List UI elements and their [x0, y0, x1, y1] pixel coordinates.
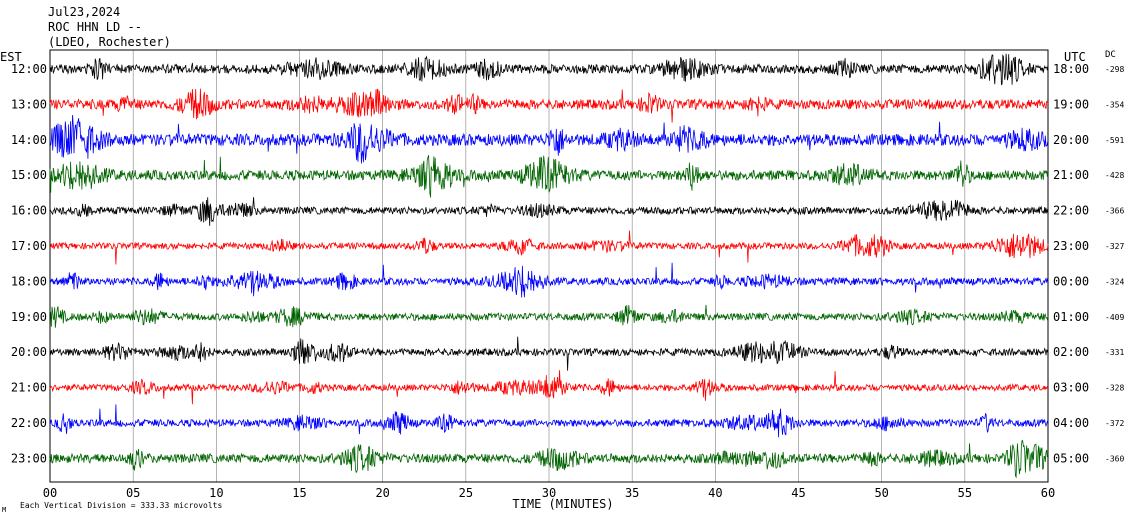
x-tick-label: 45: [791, 486, 805, 500]
x-tick-label: 40: [708, 486, 722, 500]
dc-offset-label: -298: [1105, 65, 1124, 74]
trace-line: [49, 155, 1049, 198]
right-time-label: 22:00: [1053, 204, 1089, 218]
grid-lines: [132, 50, 966, 482]
left-time-label: 18:00: [11, 274, 47, 288]
left-time-label: 14:00: [11, 133, 47, 147]
header-network: (LDEO, Rochester): [48, 35, 171, 49]
header-date: Jul23,2024: [48, 5, 120, 19]
trace-line: [49, 304, 1049, 328]
trace-line: [49, 197, 1049, 226]
dc-offset-label: -354: [1105, 100, 1124, 109]
left-time-label: 21:00: [11, 381, 47, 395]
scale-footnote: Each Vertical Division = 333.33 microvol…: [20, 501, 222, 510]
trace-line: [49, 114, 1049, 164]
right-time-label: 21:00: [1053, 168, 1089, 182]
trace-line: [49, 88, 1049, 123]
left-time-label: 16:00: [11, 204, 47, 218]
dc-column-label: DC: [1105, 50, 1116, 60]
trace-line: [49, 262, 1049, 298]
right-time-label: 05:00: [1053, 451, 1089, 465]
trace-group: [49, 53, 1049, 479]
x-tick-label: 50: [874, 486, 888, 500]
right-time-label: 19:00: [1053, 97, 1089, 111]
dc-offset-label: -591: [1105, 136, 1124, 145]
dc-offset-labels: -298 -354 -591 -428 -366 -327 -324 -409 -331 -328…: [1105, 65, 1124, 463]
right-time-labels: 18:00 19:00 20:00 21:00 22:00 23:00 00:00 01:00…: [1053, 62, 1089, 465]
left-time-label: 13:00: [11, 97, 47, 111]
dc-offset-label: -331: [1105, 348, 1124, 357]
x-tick-label: 25: [459, 486, 473, 500]
dc-offset-label: -328: [1105, 384, 1124, 393]
trace-line: [49, 53, 1049, 86]
left-time-label: 20:00: [11, 345, 47, 359]
left-time-label: 15:00: [11, 168, 47, 182]
right-time-label: 00:00: [1053, 274, 1089, 288]
right-time-label: 20:00: [1053, 133, 1089, 147]
right-time-label: 04:00: [1053, 416, 1089, 430]
header-station: ROC HHN LD --: [48, 20, 142, 34]
dc-offset-label: -324: [1105, 277, 1124, 286]
left-time-label: 12:00: [11, 62, 47, 76]
x-axis-title: TIME (MINUTES): [512, 497, 613, 511]
right-time-label: 02:00: [1053, 345, 1089, 359]
trace-line: [49, 230, 1049, 265]
dc-offset-label: -327: [1105, 242, 1124, 251]
left-time-labels: 12:00 13:00 14:00 15:00 16:00 17:00 18:00 19:00…: [11, 62, 47, 465]
x-tick-label: 20: [375, 486, 389, 500]
dc-offset-label: -428: [1105, 171, 1124, 180]
x-tick-label: 30: [542, 486, 556, 500]
trace-line: [49, 370, 1049, 405]
left-time-label: 17:00: [11, 239, 47, 253]
x-tick-label: 00: [43, 486, 57, 500]
footer-mark: M: [2, 506, 6, 514]
x-tick-label: 35: [625, 486, 639, 500]
trace-line: [49, 336, 1049, 371]
right-time-label: 23:00: [1053, 239, 1089, 253]
dc-offset-label: -409: [1105, 313, 1124, 322]
dc-offset-label: -366: [1105, 207, 1124, 216]
plot-frame: [49, 49, 1049, 483]
trace-line: [49, 404, 1049, 438]
x-tick-label: 55: [958, 486, 972, 500]
x-tick-label: 15: [292, 486, 306, 500]
dc-offset-label: -360: [1105, 454, 1124, 463]
right-time-label: 18:00: [1053, 62, 1089, 76]
left-time-label: 22:00: [11, 416, 47, 430]
x-tick-label: 60: [1041, 486, 1055, 500]
right-time-label: 03:00: [1053, 381, 1089, 395]
left-time-label: 23:00: [11, 451, 47, 465]
x-tick-label: 05: [126, 486, 140, 500]
dc-offset-label: -372: [1105, 419, 1124, 428]
left-time-label: 19:00: [11, 310, 47, 324]
trace-line: [49, 439, 1049, 479]
right-time-label: 01:00: [1053, 310, 1089, 324]
x-tick-labels: 00 05 10 15 20 25 30 35 40 45 50 55 60: [43, 486, 1055, 500]
x-tick-label: 10: [209, 486, 223, 500]
right-timezone-label: UTC: [1064, 50, 1086, 64]
left-timezone-label: EST: [0, 50, 22, 64]
